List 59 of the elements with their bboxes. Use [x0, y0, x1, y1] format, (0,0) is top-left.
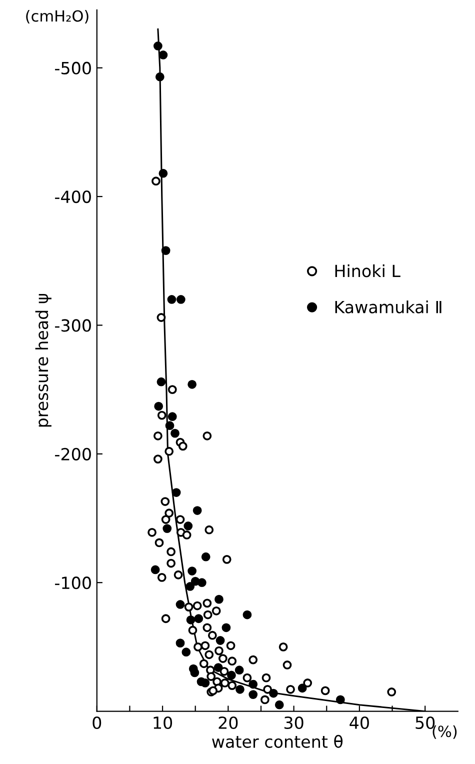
point — [176, 638, 185, 648]
point — [168, 412, 177, 422]
legend-label: Hinoki L — [335, 264, 400, 278]
point — [154, 402, 164, 411]
point — [186, 615, 196, 624]
y-tick-label: -500 — [55, 62, 91, 74]
point — [234, 666, 244, 675]
point — [186, 582, 195, 591]
point — [248, 680, 258, 689]
point — [188, 566, 197, 576]
point — [214, 663, 223, 672]
point — [248, 690, 258, 699]
x-tick-label: 0 — [92, 716, 102, 730]
point — [158, 50, 168, 60]
point — [158, 168, 168, 178]
x-tick-label: 10 — [154, 716, 172, 730]
point — [298, 684, 307, 693]
text: (%) — [432, 725, 457, 739]
point — [172, 488, 181, 497]
point — [150, 565, 160, 574]
point — [216, 636, 225, 645]
point — [197, 578, 206, 588]
point — [194, 614, 204, 624]
x-tick-label: 50 — [416, 716, 435, 730]
point — [190, 668, 200, 678]
y-axis-title: pressure head ψ — [35, 294, 52, 427]
point — [192, 506, 202, 515]
y-tick-label: -200 — [55, 448, 91, 460]
point — [184, 522, 193, 530]
y-tick-label: -400 — [55, 190, 91, 204]
point — [236, 684, 244, 694]
point — [188, 380, 197, 389]
point — [214, 594, 224, 604]
point — [155, 72, 164, 82]
point — [153, 42, 162, 50]
point — [156, 377, 166, 386]
y-tick-label: -300 — [55, 319, 91, 332]
x-tick-label: 40 — [350, 716, 369, 730]
point — [336, 695, 345, 704]
point — [176, 295, 186, 304]
x-axis-title: water content θ — [212, 734, 343, 748]
point — [165, 421, 174, 430]
point — [167, 295, 176, 304]
legend-label: Kawamukai Ⅱ — [335, 300, 442, 314]
point — [222, 623, 231, 632]
y-tick-label: -100 — [55, 576, 91, 590]
point — [201, 552, 210, 562]
x-tick-label: 20 — [218, 716, 238, 730]
point — [227, 670, 236, 680]
point — [176, 600, 185, 609]
point — [242, 610, 252, 620]
point — [162, 524, 172, 533]
point — [161, 246, 170, 256]
point — [170, 428, 180, 438]
point — [274, 700, 284, 710]
text: (cmH₂O) — [26, 10, 88, 24]
point — [182, 648, 191, 657]
x-tick-label: 30 — [284, 716, 304, 730]
point — [269, 688, 278, 698]
